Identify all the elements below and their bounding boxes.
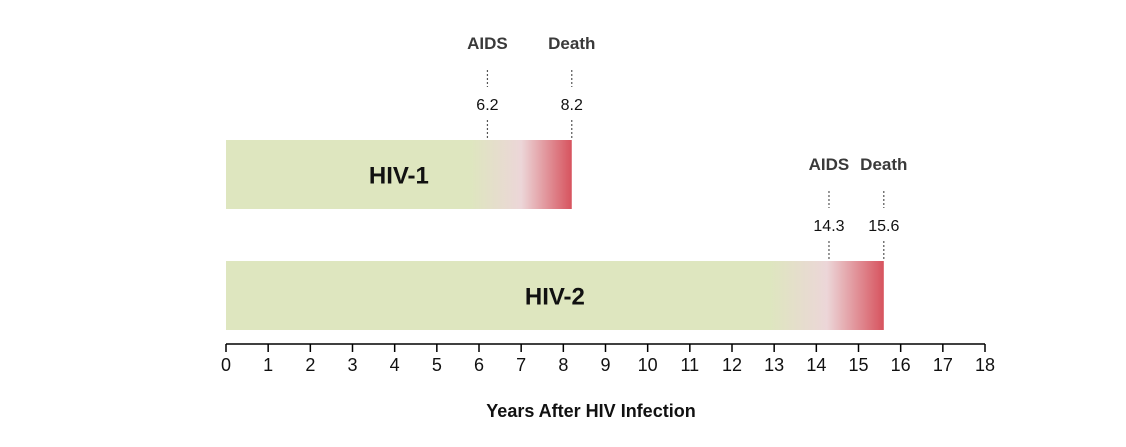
- x-tick-label: 13: [764, 355, 784, 375]
- x-tick-label: 8: [558, 355, 568, 375]
- bar-label-hiv-2: HIV-2: [525, 284, 585, 311]
- event-value-hiv-2-death: 15.6: [868, 218, 899, 235]
- x-tick-label: 2: [305, 355, 315, 375]
- x-tick-label: 10: [638, 355, 658, 375]
- x-tick-label: 14: [806, 355, 826, 375]
- x-tick-label: 18: [975, 355, 995, 375]
- x-tick-label: 1: [263, 355, 273, 375]
- event-value-hiv-1-aids: 6.2: [476, 97, 498, 114]
- bar-label-hiv-1: HIV-1: [369, 163, 429, 190]
- x-tick-label: 9: [600, 355, 610, 375]
- x-tick-label: 17: [933, 355, 953, 375]
- event-label-hiv-1-aids: AIDS: [467, 34, 508, 53]
- bar-hiv-2: [226, 261, 884, 330]
- bar-hiv-1: [226, 140, 572, 209]
- x-tick-label: 4: [390, 355, 400, 375]
- x-tick-label: 11: [680, 355, 699, 375]
- x-axis-title: Years After HIV Infection: [486, 401, 695, 421]
- event-label-hiv-2-aids: AIDS: [809, 155, 850, 174]
- x-tick-label: 6: [474, 355, 484, 375]
- x-tick-label: 12: [722, 355, 742, 375]
- x-tick-label: 15: [848, 355, 868, 375]
- x-tick-label: 3: [347, 355, 357, 375]
- event-value-hiv-1-death: 8.2: [561, 97, 583, 114]
- event-label-hiv-2-death: Death: [860, 155, 907, 174]
- event-value-hiv-2-aids: 14.3: [813, 218, 844, 235]
- x-tick-label: 5: [432, 355, 442, 375]
- x-tick-label: 16: [891, 355, 911, 375]
- x-tick-label: 7: [516, 355, 526, 375]
- x-tick-label: 0: [221, 355, 231, 375]
- event-label-hiv-1-death: Death: [548, 34, 595, 53]
